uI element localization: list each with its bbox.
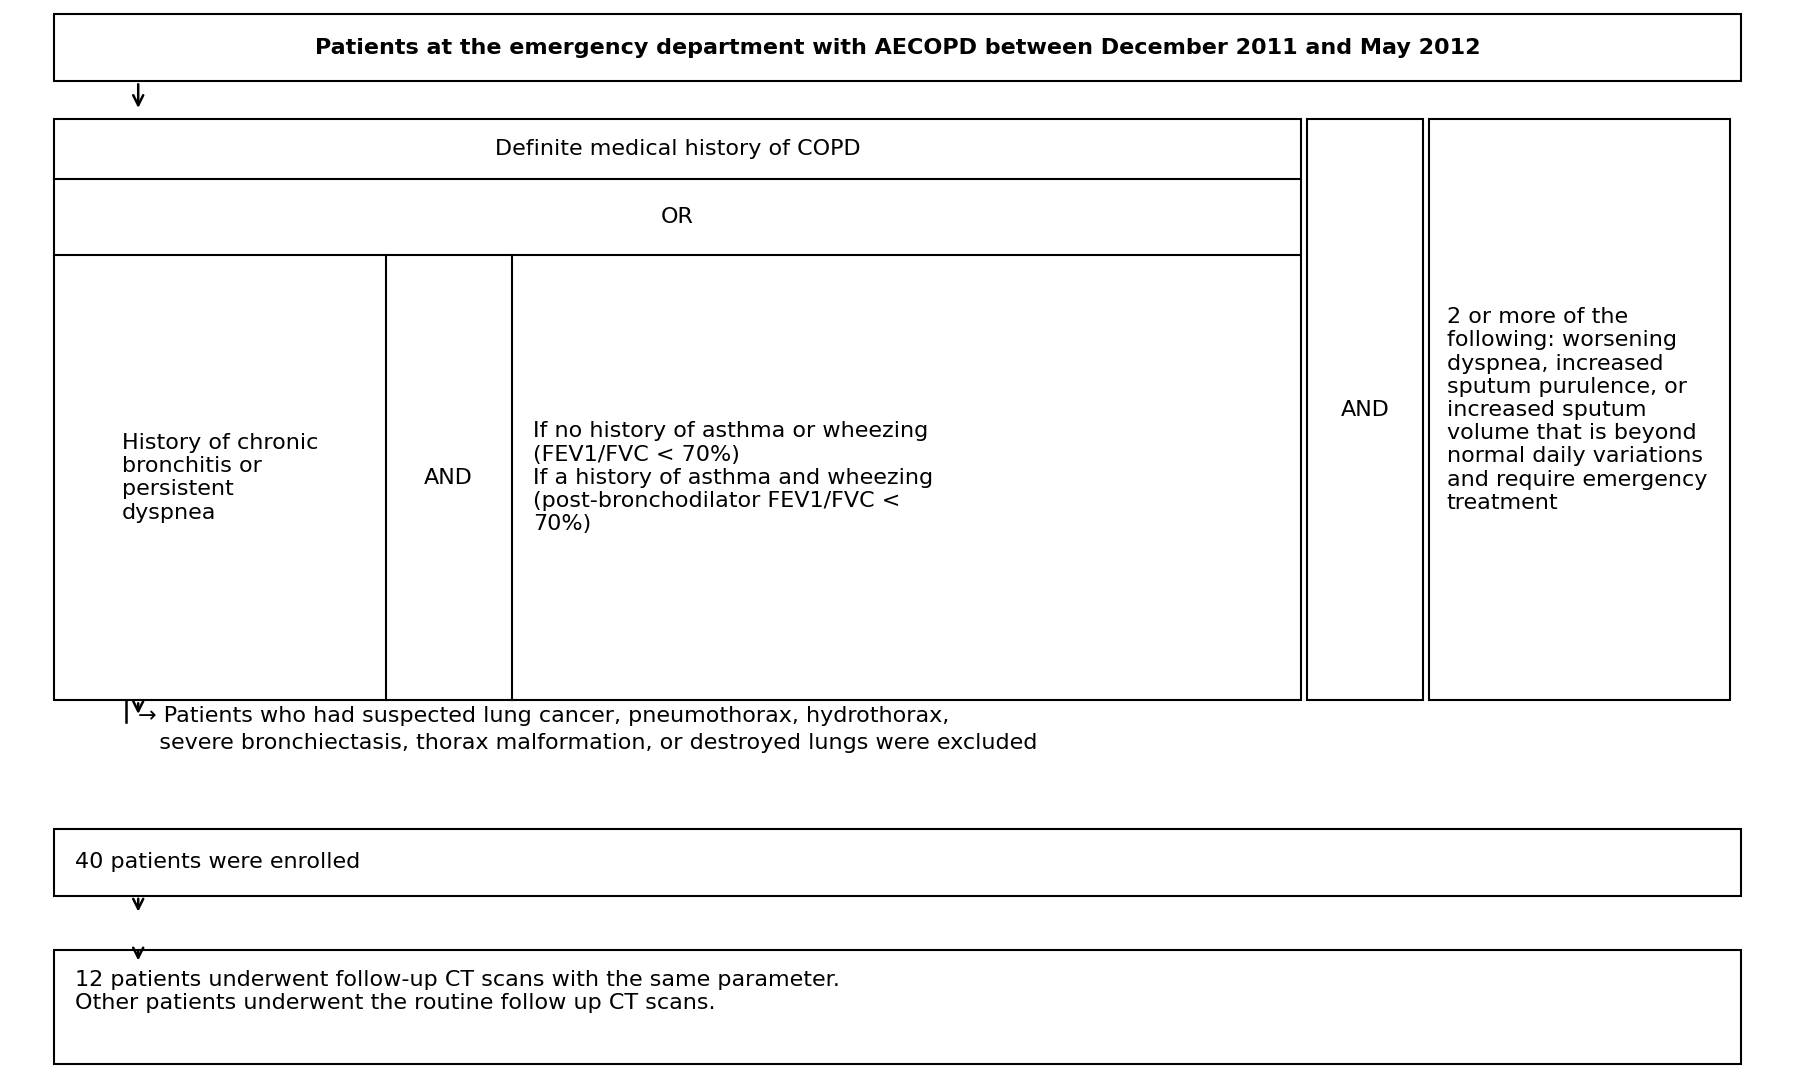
Text: Patients at the emergency department with AECOPD between December 2011 and May 2: Patients at the emergency department wit… (314, 38, 1481, 58)
Text: OR: OR (661, 207, 695, 227)
Bar (1307, 119, 1423, 700)
Text: 12 patients underwent follow-up CT scans with the same parameter.
Other patients: 12 patients underwent follow-up CT scans… (75, 970, 840, 1013)
Bar (54, 950, 1741, 1064)
Text: 2 or more of the
following: worsening
dyspnea, increased
sputum purulence, or
in: 2 or more of the following: worsening dy… (1447, 307, 1707, 513)
Bar (54, 119, 1301, 700)
Bar (54, 829, 1741, 896)
Text: Definite medical history of COPD: Definite medical history of COPD (495, 139, 860, 160)
Bar (1429, 119, 1730, 700)
Bar (54, 14, 1741, 81)
Text: If no history of asthma or wheezing
(FEV1/FVC < 70%)
If a history of asthma and : If no history of asthma or wheezing (FEV… (533, 421, 933, 534)
Text: History of chronic
bronchitis or
persistent
dyspnea: History of chronic bronchitis or persist… (122, 433, 318, 522)
Text: → Patients who had suspected lung cancer, pneumothorax, hydrothorax,: → Patients who had suspected lung cancer… (138, 706, 950, 725)
Text: 40 patients were enrolled: 40 patients were enrolled (75, 853, 361, 872)
Text: AND: AND (424, 468, 474, 488)
Text: AND: AND (1341, 400, 1389, 420)
Text: severe bronchiectasis, thorax malformation, or destroyed lungs were excluded: severe bronchiectasis, thorax malformati… (138, 733, 1038, 753)
